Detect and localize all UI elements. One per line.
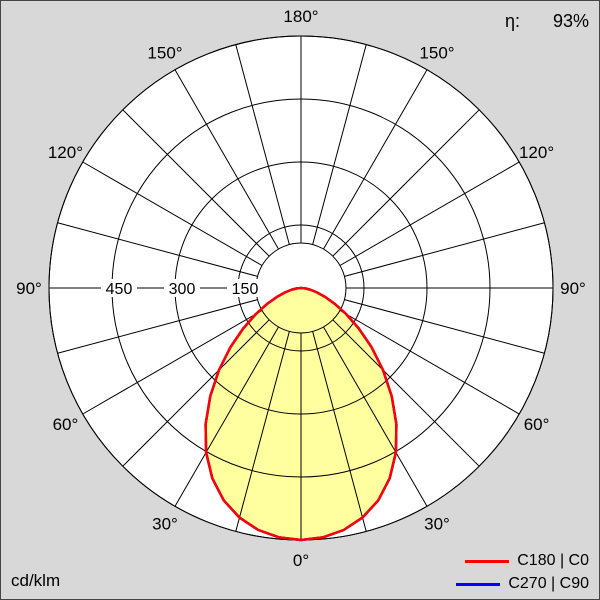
- grid-radial-line: [332, 319, 480, 467]
- angle-label: 120°: [519, 143, 554, 162]
- angle-label: 90°: [16, 279, 42, 298]
- grid-radial-line: [235, 44, 290, 245]
- intensity-curve-c180-c0: [204, 286, 398, 542]
- angle-label: 60°: [524, 415, 550, 434]
- ring-tick-label: 450: [106, 281, 133, 298]
- efficiency-readout: η: 93%: [505, 11, 589, 32]
- ring-tick-label: 300: [169, 281, 196, 298]
- angle-label: 150°: [147, 43, 182, 62]
- angle-label: 90°: [560, 279, 586, 298]
- ring-tick-label: 150: [232, 281, 259, 298]
- angle-label: 60°: [53, 415, 79, 434]
- grid-radial-line: [344, 299, 545, 354]
- angle-label: 30°: [424, 515, 450, 534]
- efficiency-value: 93%: [552, 11, 589, 31]
- grid-radial-line: [57, 299, 258, 354]
- efficiency-label: η:: [505, 11, 521, 31]
- angle-label: 30°: [152, 515, 178, 534]
- grid-radial-line: [174, 326, 279, 507]
- grid-radial-line: [323, 326, 428, 507]
- grid-radial-line: [82, 310, 263, 415]
- grid-radial-line: [82, 161, 263, 266]
- grid-radial-line: [122, 109, 270, 257]
- grid-radial-line: [339, 310, 520, 415]
- angle-label: 120°: [48, 143, 83, 162]
- legend-line-red: [465, 559, 510, 563]
- ring-tick-bg: [227, 279, 263, 297]
- unit-label: cd/klm: [11, 571, 61, 590]
- ring-tick-bg: [164, 279, 200, 297]
- ring-tick-bg: [101, 279, 137, 297]
- grid-radial-line: [122, 319, 270, 467]
- grid-radial-line: [344, 222, 545, 277]
- legend-row-c270-c90: C270 | C90: [456, 575, 589, 593]
- legend-label-c270-c90: C270 | C90: [508, 575, 589, 592]
- grid-radial-line: [323, 69, 428, 250]
- angle-label: 0°: [293, 551, 309, 570]
- legend-line-blue: [456, 582, 501, 586]
- angle-label: 150°: [419, 43, 454, 62]
- grid-radial-line: [332, 109, 480, 257]
- grid-radial-line: [312, 331, 367, 532]
- grid-radial-line: [312, 44, 367, 245]
- legend: C180 | C0 C270 | C90: [456, 552, 589, 593]
- grid-radial-line: [235, 331, 290, 532]
- angle-label: 180°: [283, 7, 318, 26]
- grid-radial-line: [57, 222, 258, 277]
- legend-label-c180-c0: C180 | C0: [517, 552, 589, 569]
- grid-radial-line: [174, 69, 279, 250]
- legend-row-c180-c0: C180 | C0: [456, 552, 589, 570]
- grid-radial-line: [339, 161, 520, 266]
